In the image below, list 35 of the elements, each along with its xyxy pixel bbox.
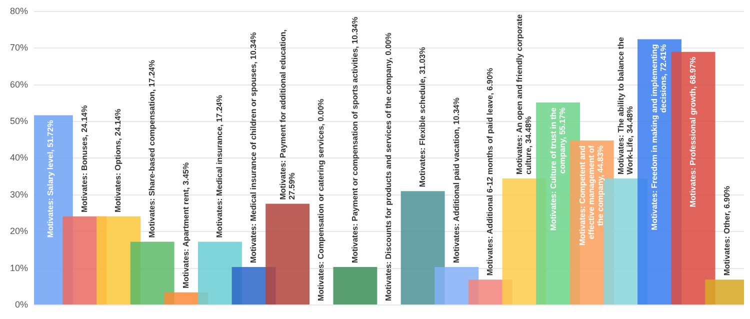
y-tick-label: 60% [10,79,28,90]
data-label: Motivates: Professional growth, 68.97% [688,56,698,208]
data-label: Motivates: Other, 6.90% [722,186,732,276]
data-label: Motivates: Compensation or catering services, 0.00% [316,98,326,301]
data-label: Motivates: Share-based compensation, 17.24% [148,60,157,238]
data-label: Motivates: An open and friendly corporate culture, 34.48% [514,14,533,174]
data-label: Motivates: Freedom in making and implementing decisions, 72.41% [650,44,668,230]
y-tick-label: 0% [15,299,28,310]
data-label: Motivates: Salary level, 51.72% [46,120,56,238]
data-label: Motivates: Medical insurance of children or spouses, 10.34% [248,32,258,264]
data-label: Motivates: Payment or compensation of sports activities, 10.34% [350,16,360,264]
data-label: Motivates: Competent and effective management of the company, 44.83% [578,145,606,246]
data-label: Motivates: Payment for additional education, 27.59% [278,29,296,200]
data-label: Motivates: Culture of trust in the company, 55.17% [548,106,567,231]
data-label: Motivates: Discounts for products and services of the company, 0.00% [384,32,394,301]
data-label: Motivates: Additional 6-12 months of paid leave, 6.90% [486,68,495,276]
y-tick-label: 70% [10,42,28,53]
y-tick-label: 50% [10,116,28,126]
data-label: Motivates: Bonuses, 24.14% [80,105,89,212]
y-tick-label: 40% [10,152,28,163]
data-label: Motivates: Medical insurance, 17.24% [215,94,224,238]
bar [130,242,174,304]
data-label: Motivates: Apartment rent, 3.45% [181,162,190,288]
data-label: Motivates: Additional paid vacation, 10.34% [452,98,461,264]
y-tick-label: 10% [10,262,28,273]
y-tick-label: 20% [10,226,28,236]
y-tick-label: 80% [10,6,28,16]
bar [333,267,378,304]
bar [400,191,445,304]
data-label: Motivates: The ability to balance the Work-Life, 34.48% [616,36,634,174]
bar [266,204,310,304]
data-label: Motivates: Flexible schedule, 31.03% [418,47,428,188]
bar [671,52,716,304]
y-tick-label: 30% [10,189,28,200]
data-label: Motivates: Options, 24.14% [114,108,123,212]
